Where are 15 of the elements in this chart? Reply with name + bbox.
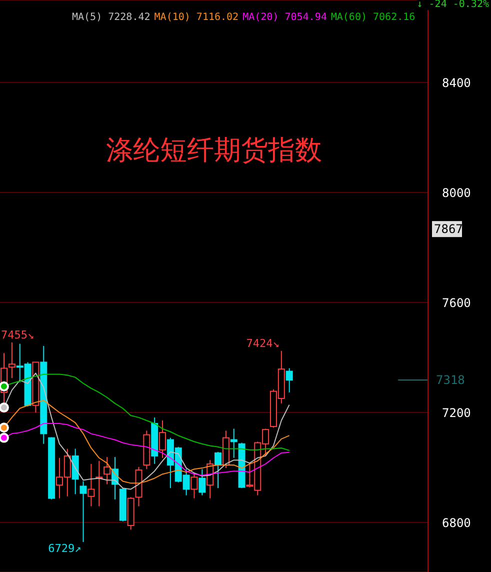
text: MA(5) 7228.42 xyxy=(72,12,150,23)
text: 涤纶短纤期货指数 xyxy=(105,134,323,168)
text: MA(20) 7054.94 xyxy=(242,12,327,23)
annotation: 7455↘ xyxy=(1,328,34,342)
y-tick-label: 8000 xyxy=(442,186,471,200)
text: 7867 xyxy=(434,222,463,236)
y-tick-label: 6800 xyxy=(442,516,471,530)
text: MA(60) 7062.16 xyxy=(330,12,416,23)
ref-line-label: 7318 xyxy=(436,373,465,388)
y-tick-label: 7200 xyxy=(442,406,471,420)
annotation: 6729↗ xyxy=(48,542,82,556)
y-tick-label: 8400 xyxy=(442,76,471,90)
annotation: 7424↘ xyxy=(246,336,280,350)
y-tick-label: 7600 xyxy=(442,296,471,310)
text: MA(10) 7116.02 xyxy=(154,12,239,23)
